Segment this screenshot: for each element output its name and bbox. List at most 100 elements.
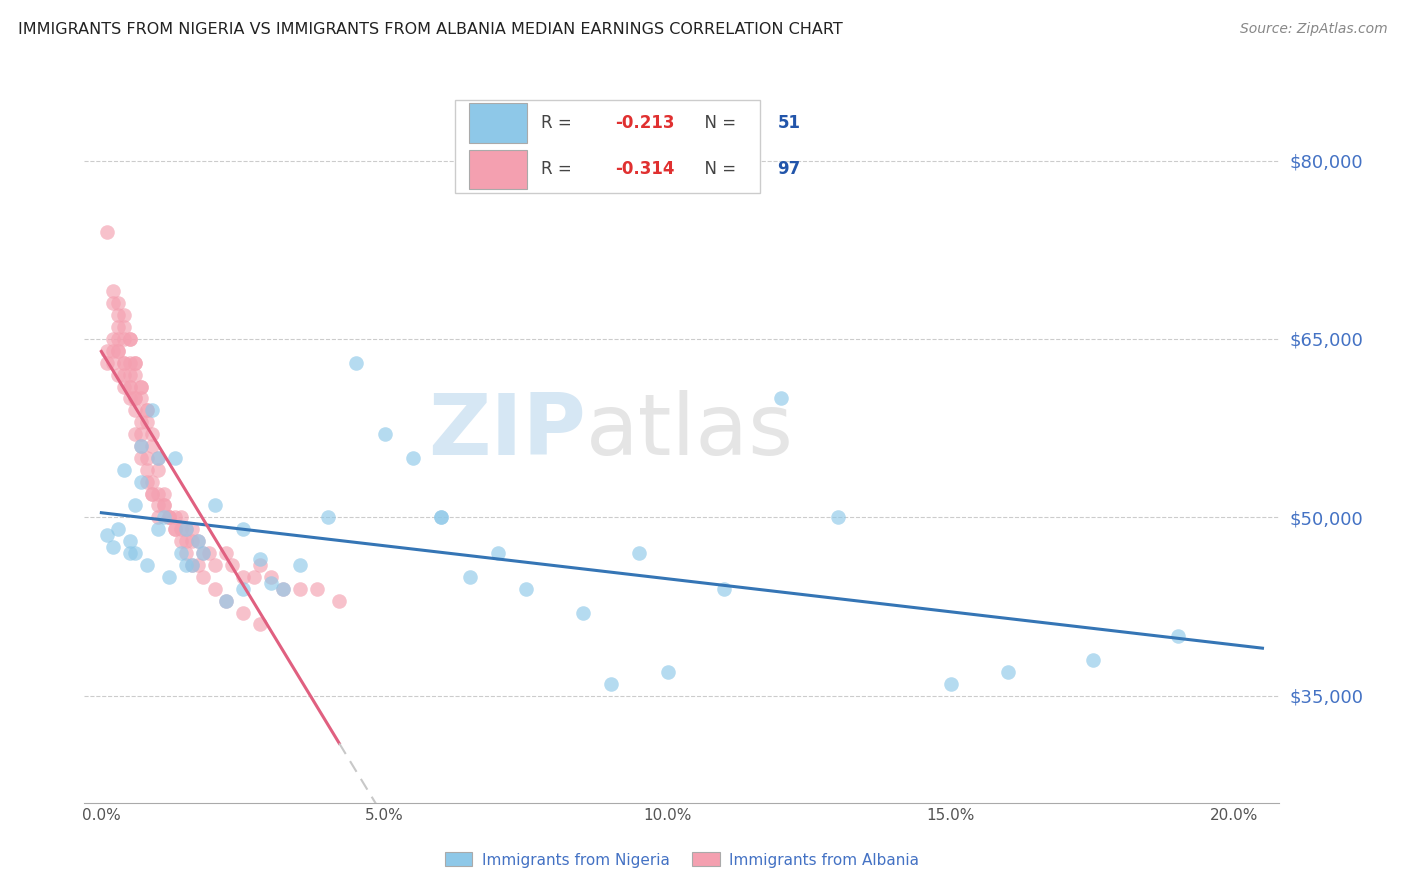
Point — [112, 368, 135, 382]
Point — [101, 356, 124, 370]
Point — [600, 677, 623, 691]
Point — [124, 356, 146, 370]
Point — [96, 356, 118, 370]
Point — [1166, 629, 1188, 643]
Text: 51: 51 — [778, 114, 800, 132]
Point — [118, 356, 141, 370]
Point — [107, 343, 129, 358]
Point — [129, 475, 152, 489]
Text: Source: ZipAtlas.com: Source: ZipAtlas.com — [1240, 22, 1388, 37]
Point — [176, 522, 198, 536]
Point — [112, 379, 135, 393]
Point — [288, 558, 311, 572]
Text: N =: N = — [695, 161, 741, 178]
Point — [118, 379, 141, 393]
Point — [112, 308, 135, 322]
Point — [169, 534, 191, 549]
Point — [96, 343, 118, 358]
Point — [135, 558, 157, 572]
Point — [118, 379, 141, 393]
Point — [124, 368, 146, 382]
Point — [112, 463, 135, 477]
Point — [129, 439, 152, 453]
Point — [249, 552, 271, 566]
Point — [96, 225, 118, 239]
Point — [157, 510, 180, 524]
Point — [124, 546, 146, 560]
Point — [107, 308, 129, 322]
Point — [204, 558, 226, 572]
Point — [163, 510, 186, 524]
Text: N =: N = — [695, 114, 741, 132]
Point — [146, 510, 169, 524]
Point — [157, 510, 180, 524]
Point — [486, 546, 509, 560]
Point — [181, 522, 204, 536]
Bar — [456, 100, 759, 193]
Point — [141, 486, 163, 500]
Text: -0.213: -0.213 — [614, 114, 675, 132]
Point — [260, 575, 283, 590]
Point — [118, 332, 141, 346]
Point — [135, 463, 157, 477]
Point — [572, 606, 595, 620]
Point — [193, 570, 215, 584]
Point — [124, 427, 146, 442]
Point — [181, 558, 204, 572]
Point — [163, 522, 186, 536]
Point — [187, 558, 209, 572]
Point — [107, 332, 129, 346]
Point — [827, 510, 849, 524]
Point — [249, 617, 271, 632]
Point — [101, 285, 124, 299]
Point — [169, 546, 191, 560]
Point — [124, 392, 146, 406]
Point — [204, 499, 226, 513]
Point — [458, 570, 481, 584]
Point — [271, 582, 294, 596]
Point — [430, 510, 453, 524]
Point — [328, 593, 350, 607]
Point — [101, 540, 124, 554]
Point — [515, 582, 537, 596]
Point — [249, 558, 271, 572]
Point — [129, 450, 152, 465]
Point — [628, 546, 651, 560]
Point — [163, 522, 186, 536]
Point — [107, 296, 129, 310]
Legend: Immigrants from Nigeria, Immigrants from Albania: Immigrants from Nigeria, Immigrants from… — [439, 847, 925, 873]
Point — [107, 522, 129, 536]
Point — [118, 332, 141, 346]
Point — [124, 403, 146, 417]
Text: 97: 97 — [778, 161, 801, 178]
Point — [152, 486, 174, 500]
Point — [141, 427, 163, 442]
Point — [141, 486, 163, 500]
Point — [118, 368, 141, 382]
Point — [215, 593, 238, 607]
Point — [232, 606, 254, 620]
Point — [713, 582, 735, 596]
Point — [215, 593, 238, 607]
Point — [146, 463, 169, 477]
Point — [1081, 653, 1104, 667]
Point — [152, 510, 174, 524]
Point — [260, 570, 283, 584]
Point — [112, 332, 135, 346]
Point — [141, 403, 163, 417]
Point — [271, 582, 294, 596]
Point — [316, 510, 339, 524]
Point — [146, 450, 169, 465]
Point — [193, 546, 215, 560]
Point — [176, 546, 198, 560]
Point — [232, 522, 254, 536]
Point — [169, 522, 191, 536]
Point — [157, 570, 180, 584]
Point — [146, 450, 169, 465]
Point — [135, 403, 157, 417]
Point — [129, 415, 152, 429]
Text: ZIP: ZIP — [429, 390, 586, 474]
Point — [129, 379, 152, 393]
Point — [157, 510, 180, 524]
Point — [176, 558, 198, 572]
